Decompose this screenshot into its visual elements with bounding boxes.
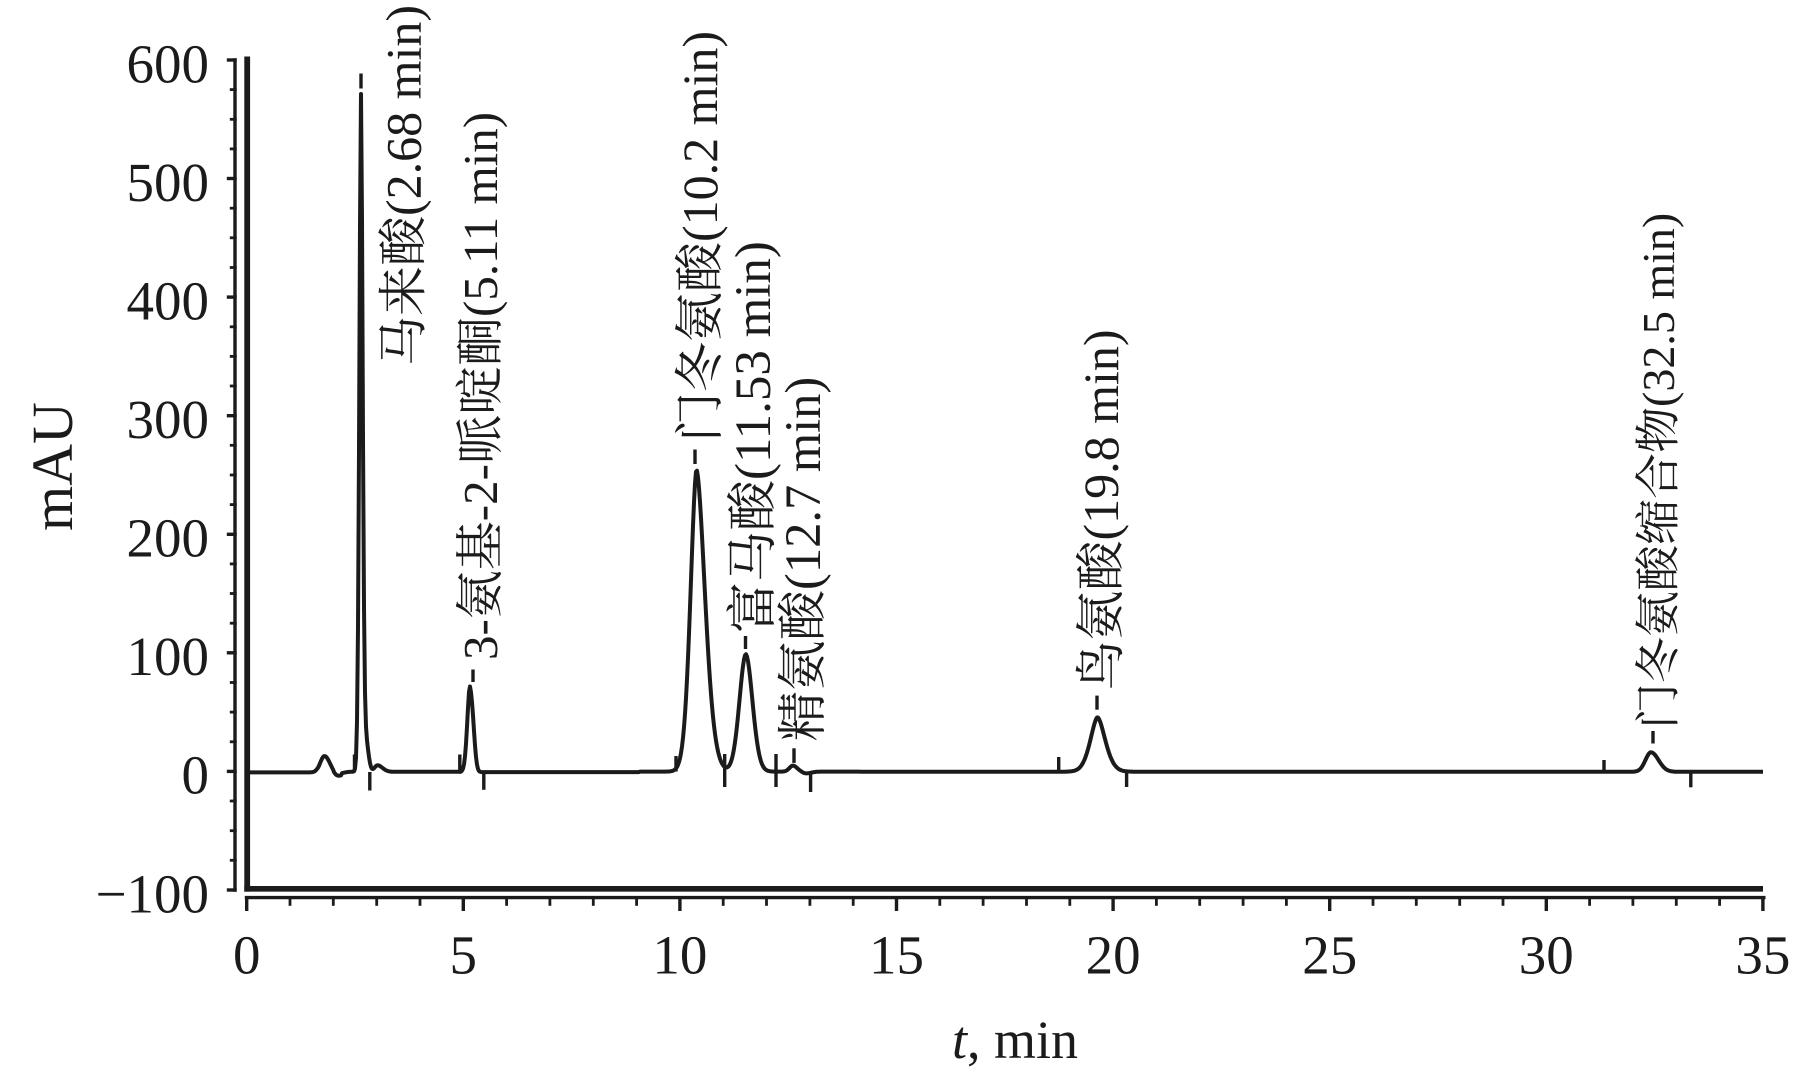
svg-text:0: 0 (233, 925, 261, 986)
svg-text:300: 300 (127, 389, 210, 450)
svg-text:-2-: -2- (453, 464, 508, 521)
svg-text:(19.8 min): (19.8 min) (1073, 329, 1129, 540)
svg-text:(2.68 min): (2.68 min) (376, 5, 432, 216)
svg-text:(12.7 min): (12.7 min) (775, 377, 831, 590)
svg-text:25: 25 (1302, 925, 1357, 986)
svg-text:(10.2 min): (10.2 min) (672, 31, 728, 242)
svg-text:500: 500 (127, 152, 210, 213)
svg-text:(32.5 min): (32.5 min) (1633, 213, 1684, 407)
svg-text:35: 35 (1735, 925, 1790, 986)
svg-text:100: 100 (127, 626, 210, 687)
svg-text:3-: 3- (453, 619, 508, 660)
svg-text:5: 5 (450, 925, 478, 986)
svg-text:15: 15 (869, 925, 924, 986)
svg-text:30: 30 (1519, 925, 1574, 986)
svg-text:20: 20 (1086, 925, 1141, 986)
svg-text:(11.53 min): (11.53 min) (726, 241, 782, 480)
svg-text:(5.11 min): (5.11 min) (453, 112, 508, 317)
svg-text:10: 10 (652, 925, 707, 986)
svg-text:0: 0 (182, 745, 210, 806)
svg-text:mAU: mAU (20, 402, 85, 531)
svg-text:400: 400 (127, 270, 210, 331)
svg-text:600: 600 (127, 33, 210, 94)
svg-text:−100: −100 (95, 863, 209, 924)
svg-text:t, min: t, min (952, 1010, 1078, 1068)
svg-text:200: 200 (127, 508, 210, 569)
